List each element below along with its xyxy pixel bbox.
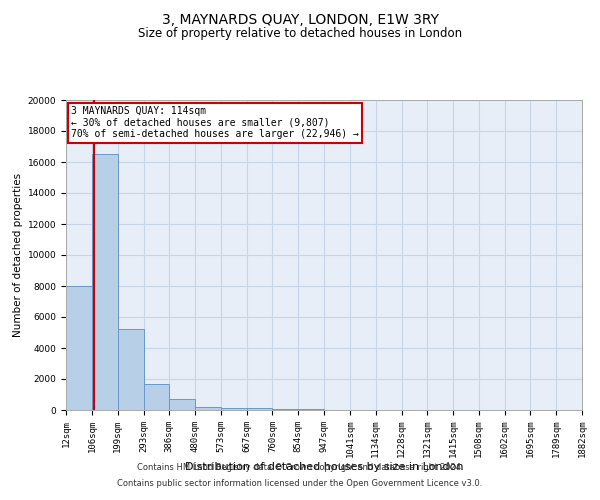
- Bar: [92, 154, 118, 410]
- Bar: [169, 399, 195, 410]
- Text: Contains public sector information licensed under the Open Government Licence v3: Contains public sector information licen…: [118, 478, 482, 488]
- X-axis label: Distribution of detached houses by size in London: Distribution of detached houses by size …: [185, 462, 463, 471]
- Bar: [118, 330, 143, 410]
- Bar: [221, 408, 247, 410]
- Text: 3 MAYNARDS QUAY: 114sqm
← 30% of detached houses are smaller (9,807)
70% of semi: 3 MAYNARDS QUAY: 114sqm ← 30% of detache…: [71, 106, 359, 140]
- Bar: [143, 384, 169, 410]
- Bar: [272, 409, 298, 410]
- Text: Size of property relative to detached houses in London: Size of property relative to detached ho…: [138, 28, 462, 40]
- Bar: [247, 408, 272, 410]
- Bar: [66, 286, 92, 410]
- Y-axis label: Number of detached properties: Number of detached properties: [13, 173, 23, 337]
- Text: 3, MAYNARDS QUAY, LONDON, E1W 3RY: 3, MAYNARDS QUAY, LONDON, E1W 3RY: [161, 12, 439, 26]
- Bar: [298, 409, 324, 410]
- Bar: [195, 407, 221, 410]
- Text: Contains HM Land Registry data © Crown copyright and database right 2024.: Contains HM Land Registry data © Crown c…: [137, 464, 463, 472]
